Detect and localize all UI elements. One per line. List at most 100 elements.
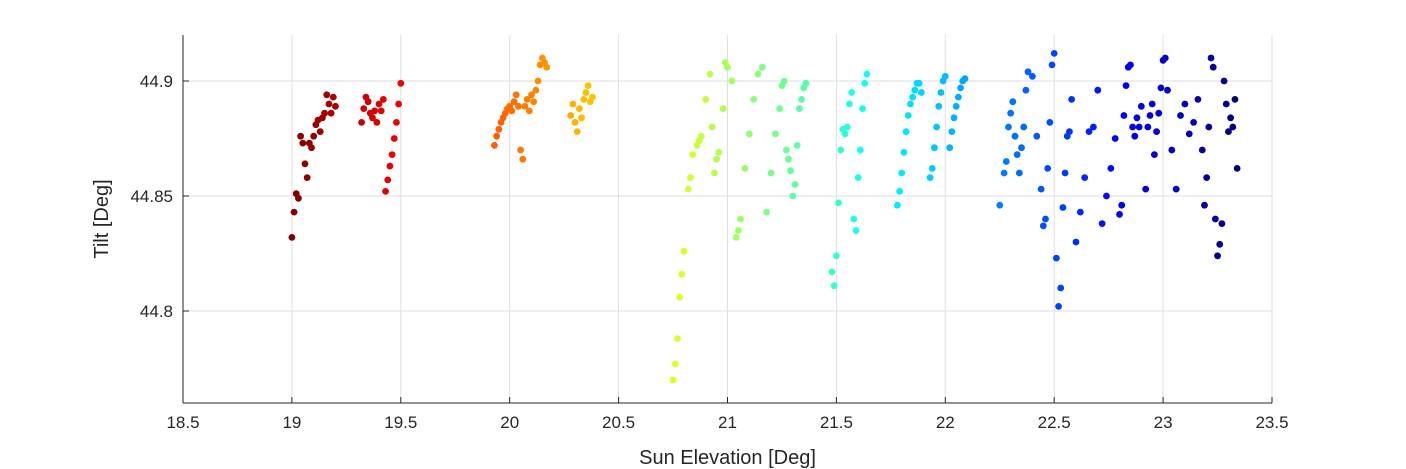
data-point [1135, 123, 1143, 131]
data-point [325, 100, 333, 108]
data-point [706, 70, 714, 78]
data-point [379, 96, 387, 103]
data-point [1022, 86, 1030, 94]
data-point [377, 107, 385, 115]
data-point [946, 144, 954, 152]
grid-lines [182, 35, 1273, 403]
data-point [1201, 201, 1208, 209]
x-tick-label: 21.5 [820, 413, 853, 432]
data-point [697, 132, 705, 140]
data-point [861, 79, 869, 87]
data-point [1205, 123, 1213, 131]
data-point [397, 79, 405, 87]
data-point [373, 119, 381, 126]
data-point [493, 132, 501, 140]
y-axis-title: Tilt [Deg] [91, 179, 113, 258]
data-point [576, 105, 583, 112]
data-point [835, 199, 842, 207]
data-point [678, 270, 686, 278]
data-point [1227, 114, 1235, 122]
data-point [909, 93, 917, 101]
data-point [1061, 169, 1069, 177]
data-point [310, 132, 318, 140]
data-point [1150, 151, 1158, 159]
data-point [1018, 144, 1025, 152]
data-point [1164, 86, 1171, 94]
data-point [713, 155, 721, 163]
data-point [1211, 215, 1219, 223]
data-point [1116, 211, 1123, 218]
x-tick-label: 22 [936, 413, 955, 432]
data-point [931, 144, 938, 152]
data-point [1216, 240, 1224, 248]
data-point [297, 132, 305, 140]
data-point [1157, 84, 1165, 92]
data-point [364, 98, 372, 106]
data-point [1007, 109, 1015, 117]
data-point [515, 102, 522, 110]
data-point [1013, 151, 1021, 159]
data-point [1098, 220, 1106, 228]
data-point [1055, 303, 1062, 310]
data-point [1131, 132, 1139, 140]
data-point [671, 360, 679, 368]
data-point [782, 146, 790, 154]
data-point [1218, 220, 1226, 228]
data-point [1037, 185, 1045, 193]
data-point [754, 70, 762, 78]
data-point [1194, 96, 1202, 103]
data-point [569, 100, 577, 108]
data-point [928, 165, 936, 172]
data-point [745, 130, 753, 138]
data-point [1142, 185, 1150, 193]
data-point [957, 84, 964, 92]
data-point [1020, 123, 1028, 131]
data-point [1127, 61, 1134, 69]
data-point [1233, 165, 1241, 172]
data-point [371, 107, 379, 115]
data-point [530, 98, 538, 106]
data-point [519, 155, 527, 163]
data-point [1222, 100, 1230, 108]
x-tick-label: 19.5 [384, 413, 417, 432]
data-points [288, 50, 1241, 384]
data-point [523, 96, 531, 103]
data-point [689, 151, 697, 159]
data-point [1229, 123, 1237, 131]
data-point [521, 102, 529, 110]
data-point [772, 130, 779, 138]
data-point [948, 128, 956, 136]
data-point [567, 112, 575, 119]
data-point [702, 96, 710, 103]
data-point [525, 107, 533, 115]
data-point [375, 100, 383, 108]
data-point [907, 100, 914, 108]
axes [182, 35, 1273, 404]
data-point [680, 247, 688, 255]
data-point [393, 119, 400, 126]
data-point [1133, 114, 1141, 122]
y-tick-label: 44.8 [140, 302, 173, 321]
data-point [787, 167, 795, 175]
data-point [1129, 123, 1137, 131]
data-point [1002, 158, 1010, 165]
data-point [900, 148, 908, 156]
data-point [776, 105, 784, 112]
data-point [926, 174, 934, 182]
data-point [708, 123, 716, 131]
data-point [863, 70, 871, 78]
x-tick-label: 21 [718, 413, 737, 432]
x-tick-label: 23 [1154, 413, 1173, 432]
data-point [859, 105, 866, 112]
data-point [369, 114, 376, 122]
data-point [1118, 201, 1126, 209]
data-point [1072, 238, 1080, 246]
data-point [763, 208, 771, 216]
data-point [582, 89, 590, 96]
data-point [791, 181, 799, 188]
data-point [1231, 96, 1239, 103]
data-point [1024, 68, 1032, 76]
data-point [854, 174, 862, 182]
data-point [316, 128, 324, 136]
